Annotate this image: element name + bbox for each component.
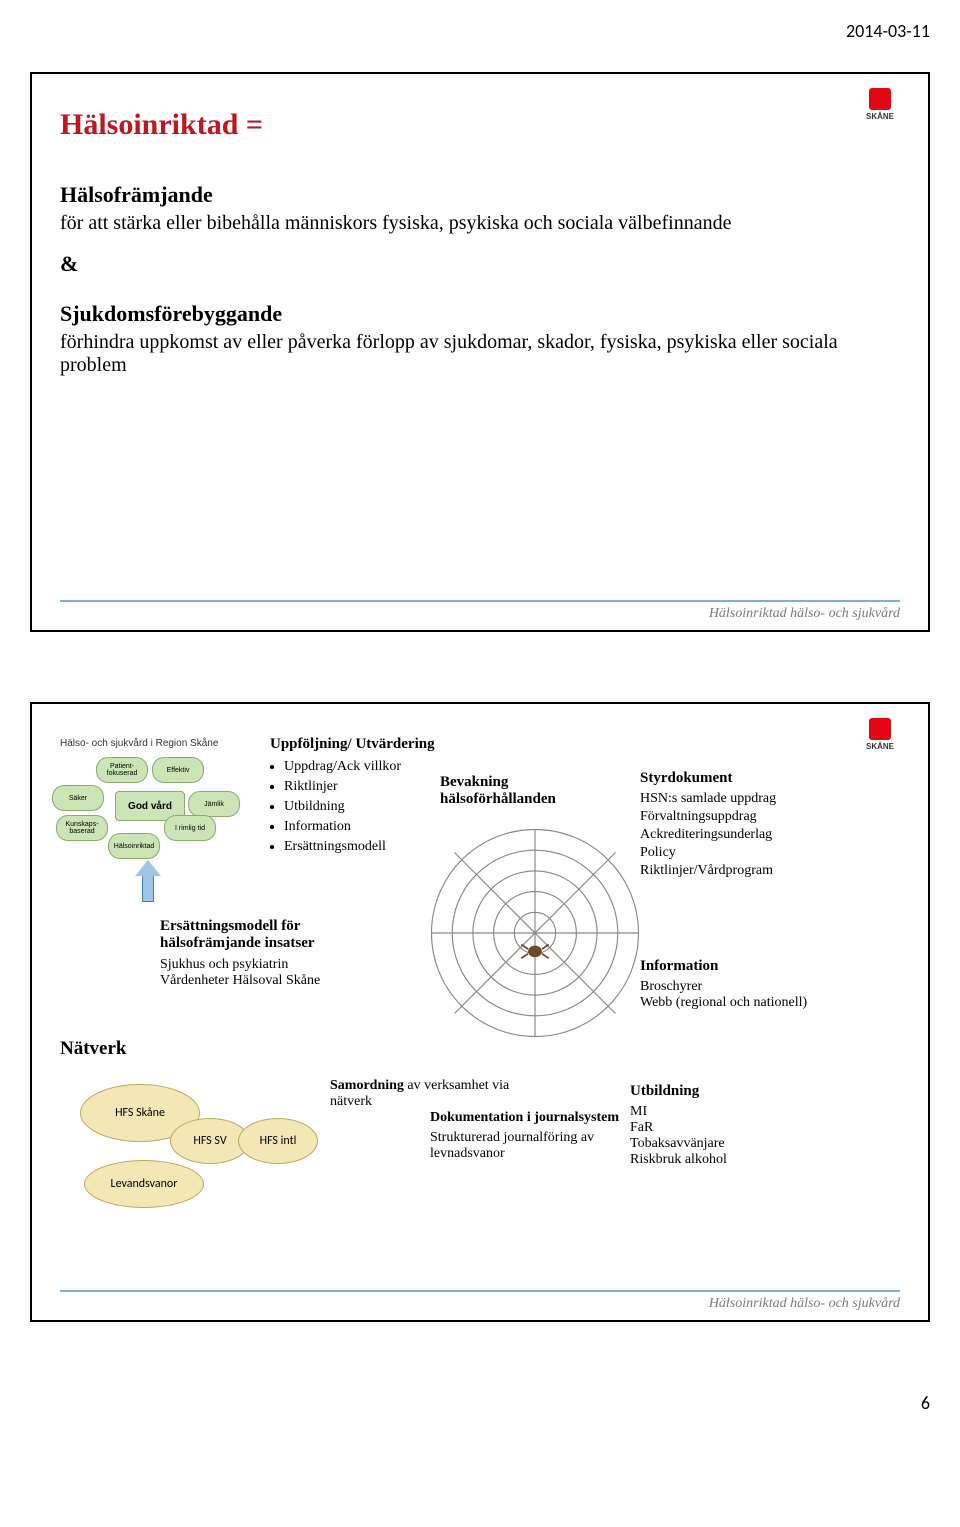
slide-2: SKÅNE Hälso- och sjukvård i Region Skåne… [30,702,930,1322]
petal: Hälsoinriktad [108,833,160,859]
dokumentation-block: Dokumentation i journalsystem Strukturer… [430,1110,640,1162]
list-item: FaR [630,1120,830,1136]
petal: Patient-fokuserad [96,757,148,783]
utbildning-block: Utbildning MI FaR Tobaksavvänjare Riskbr… [630,1083,830,1168]
list-item: Utbildning [284,799,450,815]
list-item: Riktlinjer [284,779,450,795]
list-item: Broschyrer [640,979,870,995]
oval-levandsvanor: Levandsvanor [84,1160,204,1208]
slide-1: SKÅNE Hälsoinriktad = Hälsofrämjande för… [30,72,930,632]
list-item: MI [630,1104,830,1120]
bevakning-label: Bevakning hälsoförhållanden [440,774,556,809]
list-item: Strukturerad journalföring av levnadsvan… [430,1130,640,1162]
slide1-title: Hälsoinriktad = [60,108,900,142]
spider-web-icon [420,818,650,1048]
petal: Jämlik [188,791,240,817]
page-number: 6 [30,1392,930,1414]
list-item: Information [284,819,450,835]
slide-footer: Hälsoinriktad hälso- och sjukvård [60,600,900,622]
list-item: Uppdrag/Ack villkor [284,759,450,775]
list-item: Ersättningsmodell [284,839,450,855]
slide1-sub1: Hälsofrämjande [60,182,900,208]
network-ovals: HFS Skåne HFS SV HFS intl Levandsvanor [80,1078,310,1208]
slide-footer: Hälsoinriktad hälso- och sjukvård [60,1290,900,1312]
slide1-sub2: Sjukdomsförebyggande [60,301,900,327]
list-item: Riktlinjer/Vårdprogram [640,863,870,879]
oval-hfs-intl: HFS intl [238,1118,318,1164]
list-item: Sjukhus och psykiatrin [160,957,390,973]
list-item: Policy [640,845,870,861]
page-date: 2014-03-11 [30,20,930,42]
slide1-body1: för att stärka eller bibehålla människor… [60,212,900,235]
list-item: Förvaltningsuppdrag [640,809,870,825]
information-block: Information Broschyrer Webb (regional oc… [640,958,870,1011]
ersattning-block: Ersättningsmodell för hälsofrämjande ins… [160,918,390,989]
list-item: Riskbruk alkohol [630,1152,830,1168]
list-item: Vårdenheter Hälsoval Skåne [160,973,390,989]
ampersand: & [60,251,900,277]
list-item: Webb (regional och nationell) [640,995,870,1011]
petal: I rimlig tid [164,815,216,841]
samordning-block: Samordning av verksamhet via nätverk [330,1078,530,1110]
petal: Effektiv [152,757,204,783]
list-item: Ackrediteringsunderlag [640,827,870,843]
natverk-label: Nätverk [60,1038,126,1060]
skane-logo: SKÅNE [852,88,908,128]
petal: Säker [52,785,104,811]
list-item: Tobaksavvänjare [630,1136,830,1152]
slide1-body2: förhindra uppkomst av eller påverka förl… [60,331,900,377]
petal: Kunskaps-baserad [56,815,108,841]
uppfoljning-block: Uppföljning/ Utvärdering Uppdrag/Ack vil… [270,736,450,859]
styrdokument-block: Styrdokument HSN:s samlade uppdrag Förva… [640,770,870,881]
arrow-up-icon [135,860,161,902]
godvard-diagram: Hälso- och sjukvård i Region Skåne God v… [60,738,250,863]
list-item: HSN:s samlade uppdrag [640,791,870,807]
